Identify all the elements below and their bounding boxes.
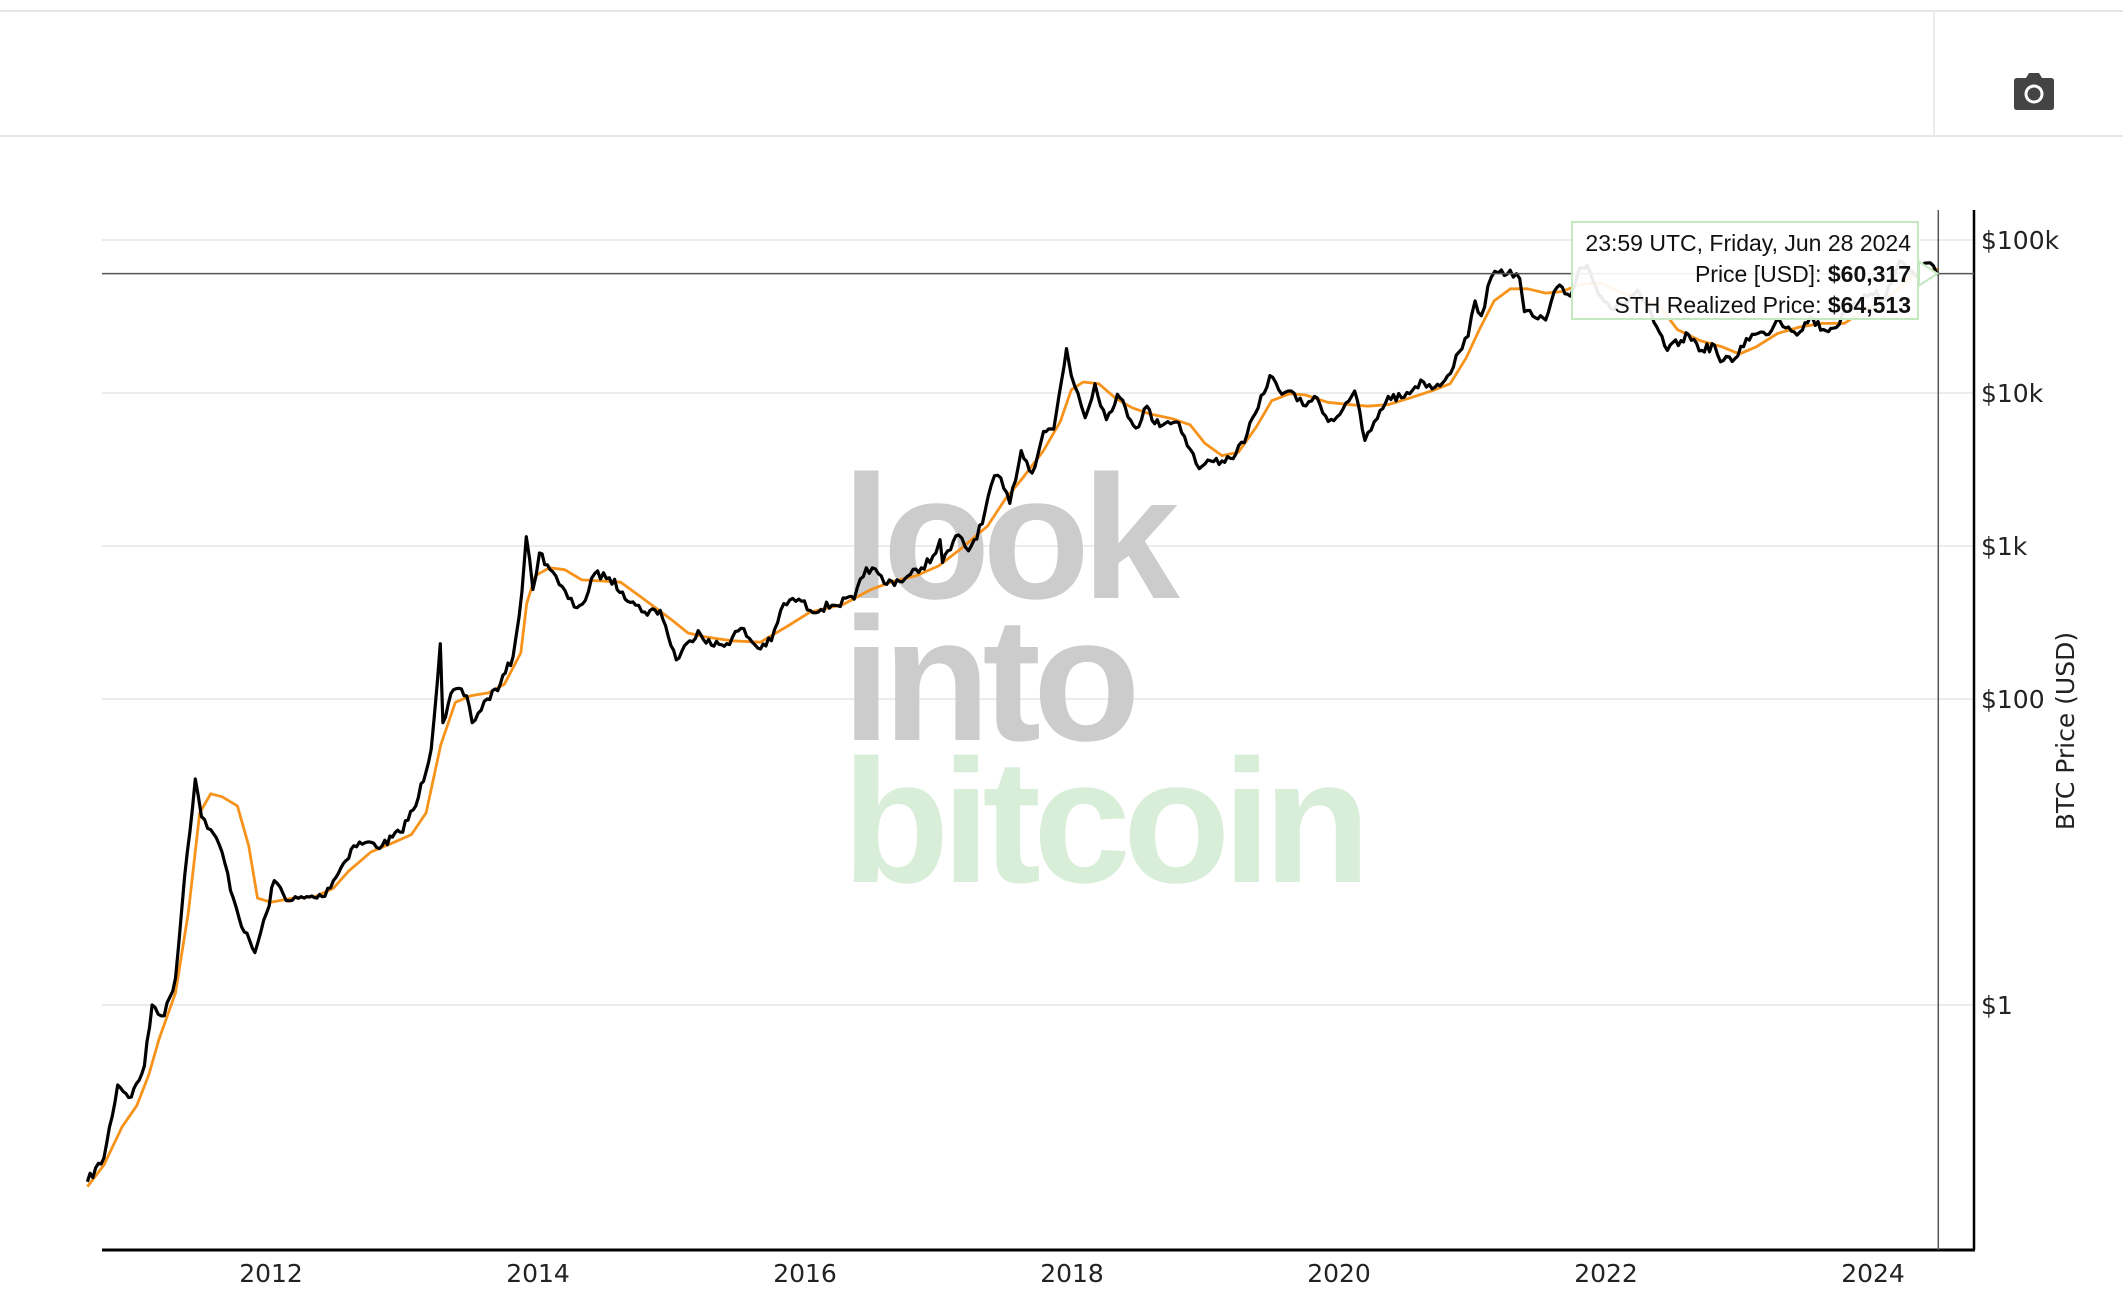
x-tick-label: 2016	[773, 1259, 837, 1288]
tooltip-sth-label: STH Realized Price:	[1614, 292, 1828, 318]
x-tick-label: 2022	[1574, 1259, 1638, 1288]
hover-tooltip: 23:59 UTC, Friday, Jun 28 2024 Price [US…	[1571, 221, 1919, 320]
y-tick-label: $1k	[1981, 532, 2028, 561]
y-tick-label: $100k	[1981, 226, 2060, 255]
tooltip-price-value: $60,317	[1827, 261, 1911, 287]
x-tick-label: 2018	[1040, 1259, 1104, 1288]
tooltip-price-label: Price [USD]:	[1694, 261, 1828, 287]
watermark: look into bitcoin	[842, 440, 1371, 920]
tooltip-sth-row: STH Realized Price: $64,513	[1573, 290, 1911, 321]
y-tick-label: $100	[1981, 685, 2045, 714]
header-bottom-border	[0, 135, 2123, 137]
x-axis-ticks: 2012 2014 2016 2018 2020 2022 2024	[239, 1259, 1905, 1288]
watermark-into: into	[842, 582, 1134, 778]
header-divider	[1933, 11, 1935, 135]
tooltip-date: 23:59 UTC, Friday, Jun 28 2024	[1585, 230, 1911, 256]
y-axis-title: BTC Price (USD)	[2051, 632, 2080, 830]
header-top-border	[0, 10, 2123, 12]
y-axis-ticks: $1 $100 $1k $10k $100k	[1981, 226, 2060, 1020]
tooltip-sth-value: $64,513	[1827, 292, 1911, 318]
camera-icon	[2014, 73, 2054, 110]
x-tick-label: 2024	[1841, 1259, 1905, 1288]
tooltip-price-row: Price [USD]: $60,317	[1573, 259, 1911, 290]
x-tick-label: 2014	[506, 1259, 570, 1288]
y-tick-label: $10k	[1981, 379, 2044, 408]
x-tick-label: 2020	[1307, 1259, 1371, 1288]
x-tick-label: 2012	[239, 1259, 303, 1288]
watermark-bitcoin: bitcoin	[842, 724, 1363, 920]
y-tick-label: $1	[1981, 991, 2013, 1020]
axes	[102, 210, 1976, 1252]
download-png-button[interactable]	[2012, 72, 2056, 112]
tooltip-pointer	[1918, 259, 1940, 288]
